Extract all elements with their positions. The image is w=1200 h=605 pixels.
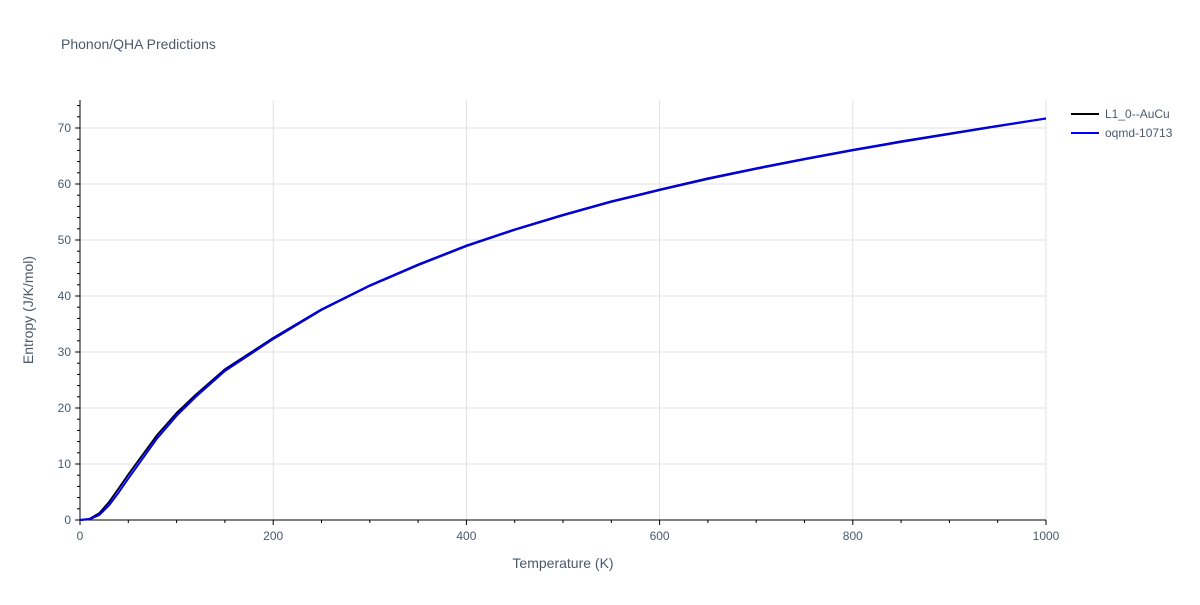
x-tick-label: 200 bbox=[263, 529, 283, 543]
x-axis-title: Temperature (K) bbox=[512, 555, 613, 571]
legend-label: L1_0--AuCu bbox=[1105, 107, 1170, 121]
series-line-1 bbox=[79, 117, 1047, 521]
y-tick-label: 20 bbox=[58, 401, 72, 415]
legend-item[interactable]: L1_0--AuCu bbox=[1071, 107, 1170, 121]
y-tick-label: 40 bbox=[58, 289, 72, 303]
legend[interactable]: L1_0--AuCu oqmd-10713 bbox=[1071, 107, 1173, 140]
legend-label: oqmd-10713 bbox=[1105, 126, 1173, 140]
grid-layer bbox=[80, 100, 1047, 520]
y-tick-label: 30 bbox=[58, 345, 72, 359]
x-tick-label: 0 bbox=[77, 529, 84, 543]
y-tick-label: 70 bbox=[58, 121, 72, 135]
y-axis-title: Entropy (J/K/mol) bbox=[20, 256, 36, 364]
x-tick-label: 600 bbox=[650, 529, 670, 543]
series-layer bbox=[79, 117, 1047, 521]
y-tick-label: 0 bbox=[64, 513, 71, 527]
legend-item[interactable]: oqmd-10713 bbox=[1071, 126, 1173, 140]
y-tick-label: 60 bbox=[58, 177, 72, 191]
y-tick-label: 50 bbox=[58, 233, 72, 247]
x-tick-label: 800 bbox=[843, 529, 863, 543]
y-tick-label: 10 bbox=[58, 457, 72, 471]
series-line-2 bbox=[79, 117, 1047, 521]
x-tick-label: 1000 bbox=[1033, 529, 1060, 543]
x-tick-label: 400 bbox=[456, 529, 476, 543]
axis-layer: 0 200 400 600 800 1000 0 10 20 30 40 50 60 70 bbox=[58, 100, 1060, 543]
chart-title: Phonon/QHA Predictions bbox=[61, 36, 216, 52]
